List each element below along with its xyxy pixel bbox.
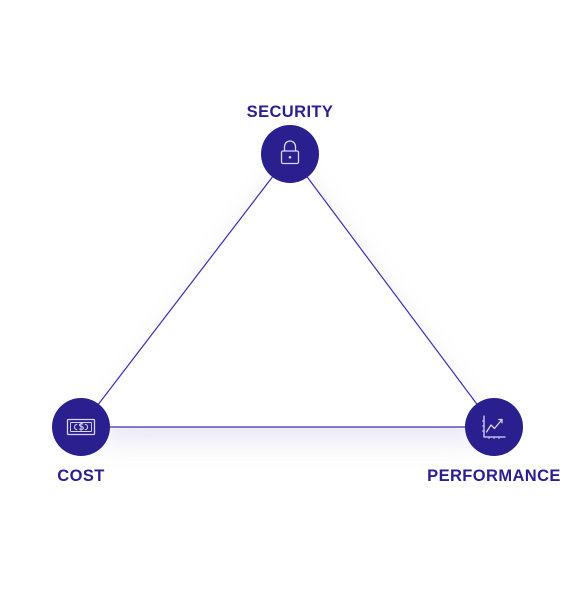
edge-security-performance bbox=[289, 153, 495, 428]
security-label: SECURITY bbox=[246, 103, 334, 121]
triangle-fill bbox=[81, 154, 494, 427]
edge-security-cost bbox=[80, 153, 291, 428]
trend-chart-icon bbox=[482, 415, 506, 439]
cost-label: COST bbox=[57, 467, 105, 485]
banknote-icon bbox=[66, 418, 96, 436]
node-performance bbox=[465, 398, 523, 456]
performance-label: PERFORMANCE bbox=[427, 467, 561, 485]
node-cost bbox=[52, 398, 110, 456]
node-security bbox=[261, 125, 319, 183]
lock-icon bbox=[280, 140, 300, 165]
